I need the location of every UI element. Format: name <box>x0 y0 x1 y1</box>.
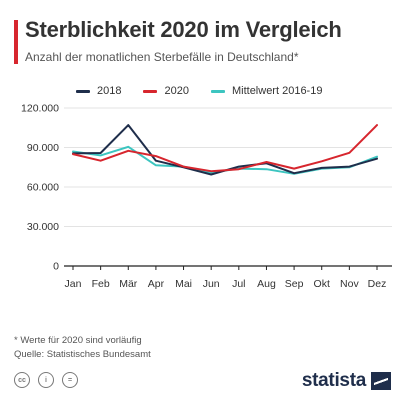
x-tick-label: Jul <box>232 278 245 290</box>
x-tick-label: Dez <box>368 278 387 290</box>
legend: 2018 2020 Mittelwert 2016-19 <box>76 85 344 97</box>
y-tick-label: 0 <box>53 261 59 273</box>
brand-mark-icon <box>371 372 391 390</box>
source-note: Quelle: Statistisches Bundesamt <box>14 349 151 360</box>
series-line-1 <box>72 124 378 173</box>
x-tick-label: Jun <box>203 278 220 290</box>
statista-logo: statista <box>302 370 391 392</box>
x-tick-label: Mai <box>175 278 192 290</box>
x-tick-label: Mär <box>119 278 138 290</box>
y-tick-label: 60.000 <box>27 182 59 194</box>
by-icon: i <box>38 372 54 388</box>
x-tick-label: Sep <box>285 278 304 290</box>
legend-label-2020: 2020 <box>164 85 189 97</box>
chart-title: Sterblichkeit 2020 im Vergleich <box>25 17 342 42</box>
x-tick-label: Nov <box>340 278 359 290</box>
nd-icon: = <box>62 372 78 388</box>
y-tick-label: 30.000 <box>27 221 59 233</box>
brand-text: statista <box>301 370 366 391</box>
footnote-block: * Werte für 2020 sind vorläufig Quelle: … <box>14 334 151 362</box>
x-tick-label: Jan <box>65 278 82 290</box>
chart-subtitle: Anzahl der monatlichen Sterbefälle in De… <box>25 50 299 64</box>
title-accent-bar <box>14 20 18 64</box>
legend-item-2018: 2018 <box>76 85 121 97</box>
legend-swatch-2020 <box>143 89 158 93</box>
y-tick-label: 90.000 <box>27 142 59 154</box>
x-tick-label: Okt <box>314 278 330 290</box>
cc-icon: cc <box>14 372 30 388</box>
legend-item-mean: Mittelwert 2016-19 <box>210 85 323 97</box>
x-tick-label: Apr <box>148 278 165 290</box>
x-tick-label: Aug <box>257 278 276 290</box>
license-icons: cc i = <box>14 372 86 388</box>
footnote: * Werte für 2020 sind vorläufig <box>14 335 142 346</box>
y-tick-label: 120.000 <box>21 103 59 115</box>
x-tick-label: Feb <box>92 278 110 290</box>
line-chart: 0 30.000 60.000 90.000 120.000 Jan Feb Mär Apr Ma… <box>21 103 392 290</box>
legend-label-2018: 2018 <box>97 85 122 97</box>
legend-swatch-mean <box>210 89 225 93</box>
legend-label-mean: Mittelwert 2016-19 <box>231 85 323 97</box>
legend-swatch-2018 <box>76 89 90 93</box>
legend-item-2020: 2020 <box>143 85 189 97</box>
